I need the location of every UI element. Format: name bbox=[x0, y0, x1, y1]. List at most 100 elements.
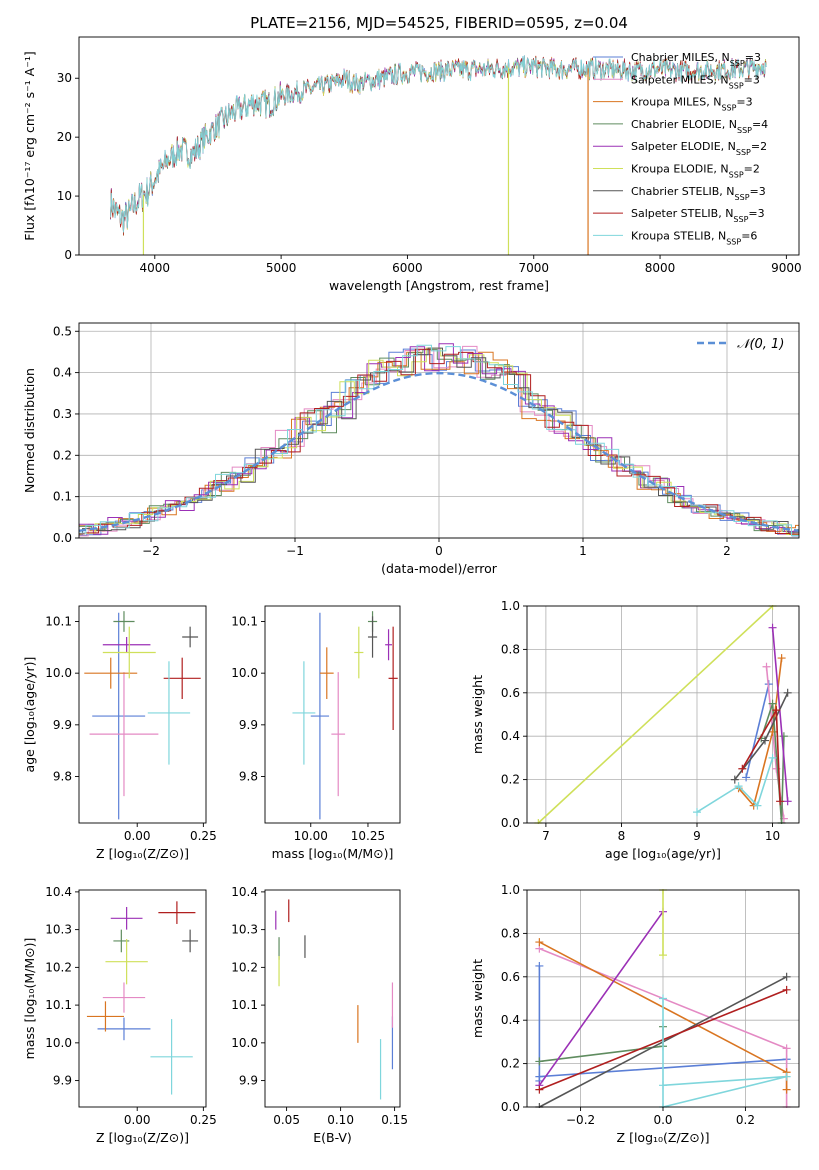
x-tick-label: 0.0 bbox=[653, 1113, 672, 1127]
axes-frame bbox=[78, 889, 207, 1108]
histogram-series bbox=[79, 347, 799, 535]
errorbar-point bbox=[385, 629, 392, 661]
axes-frame bbox=[78, 605, 207, 824]
y-tick-label: 0.4 bbox=[53, 366, 72, 380]
y-axis-label: Flux [fλ10⁻¹⁷ erg cm⁻² s⁻¹ A⁻¹] bbox=[22, 51, 37, 240]
legend: Chabrier MILES, NSSP=3 Salpeter MILES, NS… bbox=[593, 51, 768, 246]
spectrum-series-line bbox=[110, 55, 767, 233]
x-tick-label: 10.00 bbox=[294, 829, 328, 843]
y-tick-label: 0.0 bbox=[501, 1100, 520, 1114]
errorbar-point bbox=[182, 626, 199, 648]
residuals-panel: −2 −1 0 1 2 0.0 0.1 0.2 0.3 0.4 0.5 (data-model)/er… bbox=[22, 322, 800, 576]
x-tick-label: 9000 bbox=[771, 261, 802, 275]
weight-series-line bbox=[737, 658, 783, 808]
y-tick-label: 0.0 bbox=[501, 816, 520, 830]
y-tick-label: 10.2 bbox=[231, 960, 258, 974]
y-tick-label: 1.0 bbox=[501, 883, 520, 897]
legend-label: Salpeter STELIB, NSSP=3 bbox=[631, 207, 765, 224]
errorbar-point bbox=[97, 1017, 151, 1041]
weight-marker bbox=[659, 951, 667, 960]
x-axis-label: age [log₁₀(age/yr)] bbox=[605, 846, 721, 861]
y-tick-label: 10.4 bbox=[231, 885, 258, 899]
errorbar-point bbox=[150, 1019, 193, 1095]
axes-frame bbox=[264, 605, 401, 824]
weight-marker bbox=[779, 732, 788, 741]
histogram-series bbox=[79, 344, 799, 536]
errorbar-point bbox=[113, 611, 135, 632]
x-axis-label: wavelength [Angstrom, rest frame] bbox=[329, 278, 549, 293]
x-tick-label: 9 bbox=[693, 829, 701, 843]
weight-series-line bbox=[538, 911, 664, 1086]
weight-marker bbox=[535, 1072, 544, 1081]
weight-marker bbox=[742, 773, 751, 782]
weight-series-line bbox=[539, 1026, 664, 1063]
y-tick-label: 10.0 bbox=[231, 666, 258, 680]
x-tick-label: −1 bbox=[286, 544, 304, 558]
y-tick-label: 10.3 bbox=[231, 923, 258, 937]
weight-marker bbox=[782, 985, 791, 994]
x-tick-label: 5000 bbox=[266, 261, 297, 275]
legend-label: Kroupa STELIB, NSSP=6 bbox=[631, 229, 757, 246]
legend-label: Salpeter MILES, NSSP=3 bbox=[631, 73, 760, 90]
y-tick-label: 0 bbox=[64, 248, 72, 262]
age-vs-mass-panel: 10.00 10.25 9.8 9.9 10.0 10.1 mass [log₁₀(M/M⊙… bbox=[231, 605, 401, 861]
y-tick-label: 0.2 bbox=[501, 773, 520, 787]
x-tick-label: 8000 bbox=[645, 261, 676, 275]
weight-marker bbox=[659, 1081, 667, 1090]
weight-marker bbox=[762, 662, 771, 671]
y-tick-label: 10.2 bbox=[45, 960, 72, 974]
y-axis-label: mass [log₁₀(M/M⊙)] bbox=[22, 938, 37, 1060]
errorbar-point bbox=[319, 647, 334, 699]
y-tick-label: 10.1 bbox=[45, 615, 72, 629]
errorbar-point bbox=[163, 657, 201, 699]
weight-marker bbox=[783, 797, 792, 806]
y-tick-label: 10.0 bbox=[231, 1036, 258, 1050]
y-tick-label: 0.8 bbox=[501, 642, 520, 656]
y-tick-label: 9.9 bbox=[53, 718, 72, 732]
weight-marker bbox=[768, 753, 777, 762]
y-tick-label: 0.2 bbox=[501, 1057, 520, 1071]
x-tick-label: 0.25 bbox=[190, 1113, 217, 1127]
x-tick-label: −2 bbox=[142, 544, 160, 558]
errorbar-point bbox=[310, 612, 330, 820]
spectrum-panel: PLATE=2156, MJD=54525, FIBERID=0595, z=0… bbox=[22, 14, 802, 293]
y-tick-label: 30 bbox=[57, 71, 72, 85]
x-tick-label: 4000 bbox=[140, 261, 171, 275]
axes-frame bbox=[78, 36, 800, 256]
y-tick-label: 0.4 bbox=[501, 729, 520, 743]
errorbar-point bbox=[110, 906, 143, 930]
x-tick-label: 0.25 bbox=[190, 829, 217, 843]
chart-title: PLATE=2156, MJD=54525, FIBERID=0595, z=0… bbox=[250, 14, 628, 32]
errorbar-point bbox=[92, 612, 146, 820]
y-tick-label: 10.1 bbox=[231, 615, 258, 629]
mass-vs-z-panel: 0.00 0.25 9.9 10.0 10.1 10.2 10.3 10.4 Z [log₁₀(… bbox=[22, 885, 217, 1145]
weight-marker bbox=[782, 1072, 791, 1081]
x-tick-label: 1 bbox=[579, 544, 587, 558]
weight-marker bbox=[659, 994, 667, 1003]
x-axis-label: (data-model)/error bbox=[381, 561, 498, 576]
x-tick-label: −0.2 bbox=[566, 1113, 595, 1127]
y-tick-label: 1.0 bbox=[501, 599, 520, 613]
y-tick-label: 0.1 bbox=[53, 490, 72, 504]
weight-marker bbox=[772, 706, 781, 715]
x-tick-label: 0.15 bbox=[381, 1113, 408, 1127]
weight-series-line bbox=[745, 683, 770, 778]
y-tick-label: 9.9 bbox=[239, 1074, 258, 1088]
x-tick-label: 2 bbox=[723, 544, 731, 558]
y-tick-label: 10.0 bbox=[45, 666, 72, 680]
mass-vs-ebv-panel: 0.05 0.10 0.15 9.9 10.0 10.1 10.2 10.3 10.4 E(B-V… bbox=[231, 885, 408, 1145]
y-tick-label: 10.1 bbox=[45, 998, 72, 1012]
errorbar-point bbox=[84, 657, 138, 689]
errorbar-point bbox=[331, 672, 346, 797]
x-tick-label: 0.10 bbox=[327, 1113, 354, 1127]
weight-marker bbox=[734, 782, 743, 791]
normal-curve bbox=[79, 371, 799, 532]
legend-label: Chabrier STELIB, NSSP=3 bbox=[631, 185, 766, 202]
y-tick-label: 0.6 bbox=[501, 970, 520, 984]
y-tick-label: 0.4 bbox=[501, 1013, 520, 1027]
weight-marker bbox=[768, 699, 777, 708]
weight-marker bbox=[535, 1057, 544, 1066]
x-tick-label: 0.05 bbox=[273, 1113, 300, 1127]
y-tick-label: 9.8 bbox=[53, 770, 72, 784]
